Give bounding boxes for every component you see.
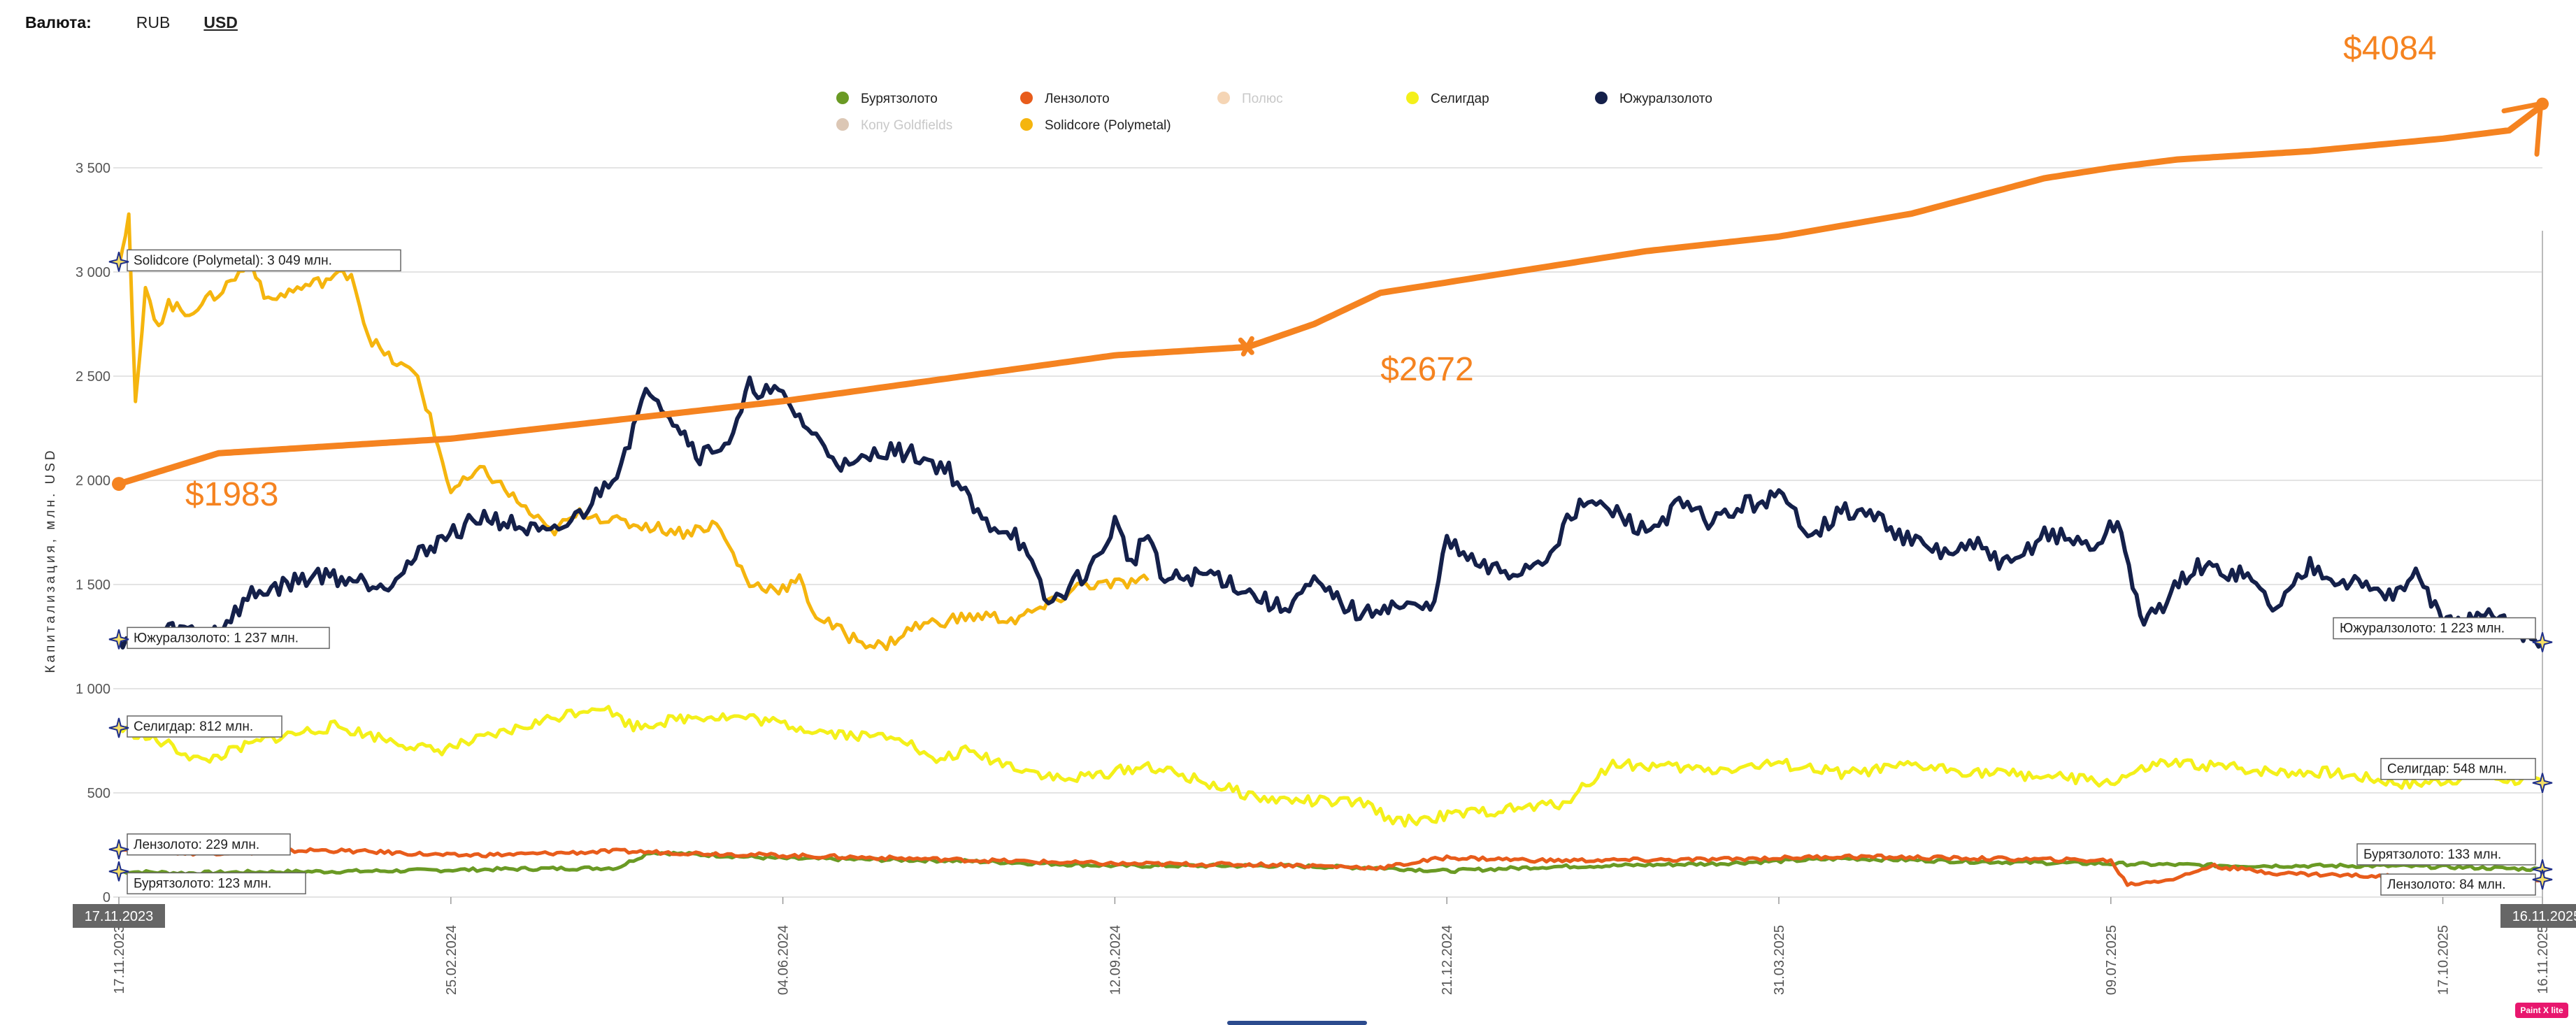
gold-price-line	[115, 102, 2546, 487]
legend-item-solidcore[interactable]: Solidcore (Polymetal)	[1020, 118, 1171, 133]
legend-marker-solidcore	[1020, 118, 1033, 131]
series-line-lenzoloto	[118, 847, 2543, 887]
currency-option-rub[interactable]: RUB	[136, 13, 171, 31]
gold-price-label: $2672	[1380, 351, 1473, 388]
y-tick-label: 3 500	[76, 161, 110, 176]
y-tick-label: 500	[87, 786, 110, 801]
y-tick-label: 1 000	[76, 682, 110, 697]
tooltip-text-solidcore: Solidcore (Polymetal): 3 049 млн.	[134, 253, 332, 268]
x-tick-label: 21.12.2024	[1440, 925, 1455, 995]
legend-label-lenzoloto: Лензолото	[1045, 92, 1110, 106]
tooltip-text-buryat: Бурятзолото: 123 млн.	[134, 876, 271, 891]
x-tick-label: 12.09.2024	[1108, 925, 1123, 995]
legend-item-polyus[interactable]: Полюс	[1217, 92, 1283, 106]
scroll-handle[interactable]	[1227, 1021, 1367, 1025]
legend-marker-buryat	[836, 92, 849, 104]
x-tick-label: 04.06.2024	[776, 925, 792, 995]
legend-marker-yuzhural	[1595, 92, 1608, 104]
y-gridlines	[113, 167, 2543, 898]
tooltip-marker-yuzhural	[2532, 632, 2553, 652]
watermark-badge: Paint X lite	[2515, 1003, 2568, 1018]
x-tick-label: 31.03.2025	[1772, 925, 1787, 995]
legend-item-kopy[interactable]: Копу Goldfields	[836, 118, 952, 133]
legend-marker-polyus	[1217, 92, 1230, 104]
y-tick-label: 2 000	[76, 473, 110, 489]
gold-start-dot	[112, 477, 126, 492]
series-line-yuzhural	[117, 375, 2545, 650]
gold-price-overlay: $1983 $2672 $4084	[112, 30, 2549, 513]
y-tick-label: 3 000	[76, 265, 110, 280]
tooltip-box-lenzoloto	[2380, 873, 2536, 896]
tooltip-text-lenzoloto: Лензолото: 229 млн.	[134, 838, 259, 852]
tooltip-box-solidcore	[127, 249, 401, 272]
legend-item-seligdar[interactable]: Селигдар	[1406, 92, 1489, 106]
legend-marker-seligdar	[1406, 92, 1419, 104]
x-tick-label: 17.10.2025	[2436, 925, 2452, 995]
currency-label: Валюта:	[25, 13, 92, 31]
x-tick-label: 09.07.2025	[2104, 925, 2119, 995]
tooltip-marker-solidcore	[108, 252, 129, 272]
legend-marker-lenzoloto	[1020, 92, 1033, 104]
legend-item-buryat[interactable]: Бурятзолото	[836, 92, 938, 106]
y-tick-label: 0	[103, 890, 110, 905]
x-tick-label: 16.11.2025	[2535, 925, 2551, 994]
tooltip-text-yuzhural: Южуралзолото: 1 223 млн.	[2340, 622, 2505, 636]
tooltip-box-yuzhural	[127, 626, 330, 650]
chart-legend: Бурятзолото Лензолото Полюс Селигдар Южуралз…	[836, 92, 1712, 133]
gold-mid-marker	[1238, 336, 1254, 357]
x-tick-label: 17.11.2023	[112, 925, 127, 994]
range-labels: 17.11.2023 16.11.2025	[73, 904, 2576, 928]
legend-item-yuzhural[interactable]: Южуралзолото	[1595, 92, 1712, 106]
legend-label-polyus: Полюс	[1242, 92, 1283, 106]
tooltip-box-buryat	[127, 872, 306, 895]
tooltip-text-yuzhural: Южуралзолото: 1 237 млн.	[134, 631, 299, 645]
tooltip-text-seligdar: Селигдар: 548 млн.	[2387, 762, 2507, 777]
gold-price-label: $1983	[185, 476, 278, 513]
range-end-box	[2500, 904, 2576, 928]
x-tick-label: 25.02.2024	[444, 925, 459, 995]
tooltip-marker-seligdar	[2532, 773, 2553, 793]
y-axis-title: Капитализация, млн. USD	[43, 447, 58, 673]
range-start-box	[73, 904, 165, 928]
series-line-seligdar	[117, 705, 2544, 828]
value-tooltips: Solidcore (Polymetal): 3 049 млн. Южуралз…	[108, 249, 2553, 896]
series-line-solidcore	[117, 212, 1150, 652]
y-tick-label: 1 500	[76, 578, 110, 593]
currency-selector: Валюта: RUB USD	[25, 7, 271, 38]
y-tick-label: 2 500	[76, 369, 110, 385]
gold-price-label: $4084	[2343, 30, 2436, 67]
legend-marker-kopy	[836, 118, 849, 131]
tooltip-marker-seligdar	[108, 717, 129, 738]
tooltip-box-buryat	[2356, 843, 2536, 866]
tooltip-text-buryat: Бурятзолото: 133 млн.	[2363, 847, 2501, 862]
range-end-label: 16.11.2025	[2512, 909, 2576, 924]
tooltip-marker-yuzhural	[108, 629, 129, 650]
series-lines	[117, 212, 2545, 887]
legend-label-buryat: Бурятзолото	[861, 92, 938, 106]
legend-item-lenzoloto[interactable]: Лензолото	[1020, 92, 1110, 106]
y-axis: 0 500 1 000 1 500 2 000 2 500 3 000 3 500 Капита…	[43, 161, 110, 905]
tooltip-text-seligdar: Селигдар: 812 млн.	[134, 719, 253, 734]
currency-option-usd[interactable]: USD	[203, 13, 238, 31]
legend-label-yuzhural: Южуралзолото	[1619, 92, 1712, 106]
tooltip-box-seligdar	[2380, 757, 2536, 780]
tooltip-marker-buryat	[108, 861, 129, 882]
tooltip-box-yuzhural	[2333, 617, 2536, 640]
tooltip-box-seligdar	[127, 715, 282, 738]
tooltip-box-lenzoloto	[127, 833, 291, 856]
legend-label-solidcore: Solidcore (Polymetal)	[1045, 118, 1171, 133]
tooltip-marker-lenzoloto	[2532, 869, 2553, 890]
range-start-label: 17.11.2023	[85, 909, 154, 924]
tooltip-marker-lenzoloto	[108, 839, 129, 860]
tooltip-text-lenzoloto: Лензолото: 84 млн.	[2387, 877, 2506, 892]
gold-end-dot	[2536, 97, 2549, 110]
legend-label-kopy: Копу Goldfields	[861, 118, 952, 133]
x-axis: 17.11.2023 25.02.2024 04.06.2024 12.09.2024…	[112, 897, 2551, 995]
legend-label-seligdar: Селигдар	[1431, 92, 1489, 106]
